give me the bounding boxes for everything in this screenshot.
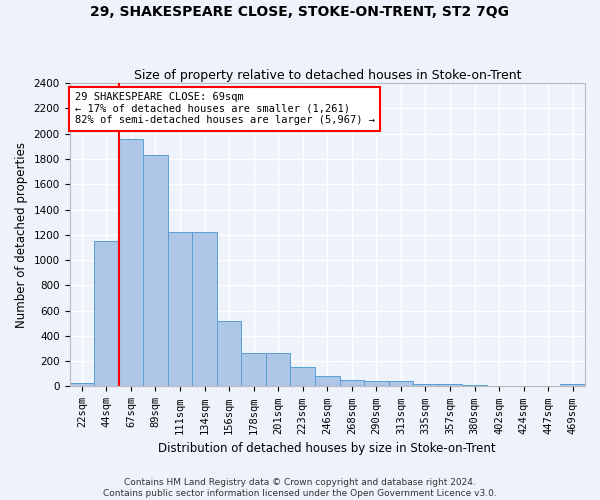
Bar xyxy=(315,376,340,386)
Bar xyxy=(462,384,487,386)
Bar xyxy=(413,384,438,386)
Bar xyxy=(364,381,389,386)
Bar xyxy=(560,384,585,386)
Bar xyxy=(389,381,413,386)
Text: Contains HM Land Registry data © Crown copyright and database right 2024.
Contai: Contains HM Land Registry data © Crown c… xyxy=(103,478,497,498)
Bar xyxy=(192,232,217,386)
Bar xyxy=(168,232,192,386)
Bar xyxy=(94,241,119,386)
Bar xyxy=(143,155,168,386)
Bar xyxy=(70,383,94,386)
Bar xyxy=(241,353,266,386)
Bar xyxy=(217,322,241,386)
Bar xyxy=(119,139,143,386)
Bar xyxy=(438,384,462,386)
Bar xyxy=(340,380,364,386)
X-axis label: Distribution of detached houses by size in Stoke-on-Trent: Distribution of detached houses by size … xyxy=(158,442,496,455)
Bar xyxy=(290,368,315,386)
Bar xyxy=(266,353,290,386)
Text: 29 SHAKESPEARE CLOSE: 69sqm
← 17% of detached houses are smaller (1,261)
82% of : 29 SHAKESPEARE CLOSE: 69sqm ← 17% of det… xyxy=(74,92,374,126)
Title: Size of property relative to detached houses in Stoke-on-Trent: Size of property relative to detached ho… xyxy=(134,69,521,82)
Text: 29, SHAKESPEARE CLOSE, STOKE-ON-TRENT, ST2 7QG: 29, SHAKESPEARE CLOSE, STOKE-ON-TRENT, S… xyxy=(91,5,509,19)
Y-axis label: Number of detached properties: Number of detached properties xyxy=(15,142,28,328)
